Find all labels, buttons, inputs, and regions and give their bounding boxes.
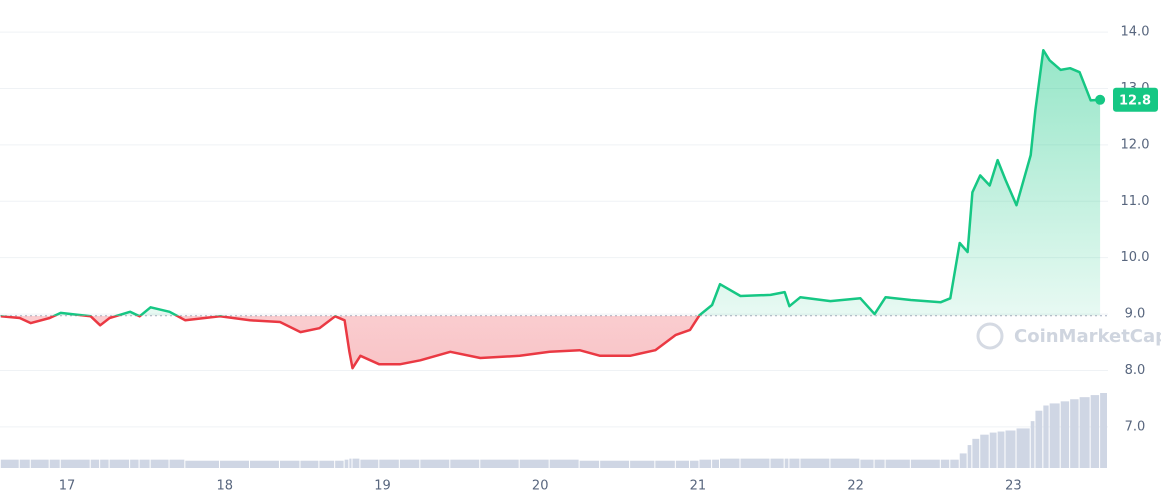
volume-bar xyxy=(30,459,49,468)
x-tick-label: 22 xyxy=(847,479,864,494)
y-tick-label: 7.0 xyxy=(1125,419,1146,434)
volume-bar xyxy=(579,460,600,468)
volume-bar xyxy=(940,459,950,468)
volume-bar xyxy=(959,453,967,468)
volume-bar xyxy=(49,459,60,468)
y-tick-label: 11.0 xyxy=(1121,194,1150,209)
x-tick-label: 19 xyxy=(374,479,391,494)
y-tick-label: 9.0 xyxy=(1125,307,1146,322)
volume-bar xyxy=(1016,428,1030,468)
volume-bar xyxy=(600,460,630,468)
watermark: CoinMarketCap xyxy=(1014,326,1161,347)
volume-bar xyxy=(789,458,800,468)
last-point xyxy=(1095,94,1106,105)
volume-bar xyxy=(139,459,150,468)
volume-bar xyxy=(860,459,874,468)
y-tick-label: 12.0 xyxy=(1121,137,1150,152)
volume-bar xyxy=(675,460,690,468)
volume-bar xyxy=(997,431,1005,468)
price-label: 12.8 xyxy=(1119,93,1151,108)
x-tick-label: 17 xyxy=(59,479,76,494)
volume-bar xyxy=(980,434,989,468)
volume-bar xyxy=(690,460,699,468)
volume-bar xyxy=(279,460,300,468)
price-line-down xyxy=(0,315,701,370)
volume-bar xyxy=(450,459,480,468)
volume-bar xyxy=(319,460,335,468)
volume-bar xyxy=(344,459,349,468)
volume-bar xyxy=(100,459,109,468)
volume-bar xyxy=(249,460,279,468)
volume-bar xyxy=(720,458,740,468)
volume-bar xyxy=(109,459,130,468)
volume-bar xyxy=(830,458,860,468)
volume-bar xyxy=(169,459,185,468)
x-tick-label: 18 xyxy=(216,479,233,494)
volume-bar xyxy=(885,459,910,468)
volume-bar xyxy=(150,459,169,468)
volume-bar xyxy=(360,459,379,468)
x-tick-label: 23 xyxy=(1005,479,1022,494)
x-tick-label: 21 xyxy=(690,479,707,494)
volume-bar xyxy=(712,459,720,468)
volume-bar xyxy=(519,459,549,468)
volume-bar xyxy=(1030,421,1035,468)
volume-bar xyxy=(60,459,90,468)
volume-bar xyxy=(699,459,712,468)
volume-bar xyxy=(1005,430,1016,468)
volume-bar xyxy=(220,460,249,468)
volume-bar xyxy=(0,459,19,468)
volume-bar xyxy=(349,458,352,468)
price-line-up xyxy=(0,48,1101,316)
volume-bar xyxy=(1049,403,1060,468)
volume-bar xyxy=(130,459,139,468)
volume-bar xyxy=(967,445,972,468)
volume-bar xyxy=(784,458,789,468)
volume-bar xyxy=(1090,395,1100,468)
volume-bar xyxy=(770,458,784,468)
volume-bar xyxy=(1070,399,1079,468)
y-tick-label: 8.0 xyxy=(1125,363,1146,378)
area-down xyxy=(0,315,700,369)
volume-bar xyxy=(655,460,675,468)
x-tick-label: 20 xyxy=(532,479,549,494)
volume-bar xyxy=(480,459,519,468)
volume-bar xyxy=(379,459,399,468)
watermark-logo xyxy=(976,322,1004,350)
volume-bar xyxy=(910,459,940,468)
volume-bar xyxy=(185,460,220,468)
y-tick-label: 10.0 xyxy=(1121,250,1150,265)
area-up xyxy=(0,50,1101,316)
volume-bar xyxy=(800,458,830,468)
volume-bar xyxy=(352,458,360,468)
volume-bar xyxy=(874,459,885,468)
volume-bar xyxy=(300,460,319,468)
y-tick-label: 14.0 xyxy=(1121,25,1150,40)
price-pill xyxy=(1113,87,1158,112)
volume-bar xyxy=(549,459,579,468)
volume-bar xyxy=(1100,393,1107,468)
volume-bar xyxy=(420,459,450,468)
volume-bar xyxy=(1035,410,1043,468)
volume-bar xyxy=(972,438,980,468)
volume-bar xyxy=(1079,397,1090,468)
volume-bar xyxy=(90,459,100,468)
volume-bar xyxy=(989,432,997,468)
volume-bar xyxy=(335,460,344,468)
volume-bar xyxy=(1043,405,1049,468)
volume-bar xyxy=(630,460,655,468)
volume-bar xyxy=(399,459,420,468)
volume-bar xyxy=(950,459,959,468)
volume-bar xyxy=(19,459,30,468)
volume-bar xyxy=(1060,401,1070,468)
volume-bar xyxy=(740,458,770,468)
